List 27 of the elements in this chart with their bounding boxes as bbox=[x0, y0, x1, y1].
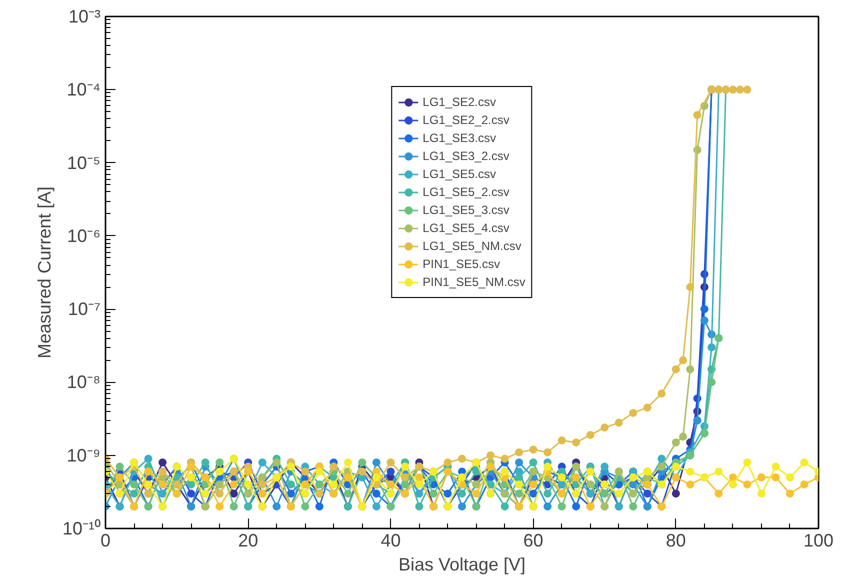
y-tick-label: 10⁻⁵ bbox=[67, 152, 100, 173]
x-tick-label: 20 bbox=[238, 530, 258, 550]
y-tick-label: 10⁻⁴ bbox=[66, 80, 101, 100]
y-tick-label: 10⁻¹⁰ bbox=[62, 518, 100, 538]
x-tick-label: 100 bbox=[803, 530, 834, 550]
legend-label: LG1_SE5_3.csv bbox=[422, 202, 510, 219]
y-tick-label: 10⁻⁸ bbox=[66, 372, 101, 392]
x-axis-title: Bias Voltage [V] bbox=[398, 554, 526, 574]
y-tick-label: 10⁻⁷ bbox=[68, 299, 101, 320]
legend-label: LG1_SE5_NM.csv bbox=[422, 238, 522, 255]
legend-label: PIN1_SE5.csv bbox=[422, 256, 500, 273]
legend-label: LG1_SE5_4.csv bbox=[422, 220, 510, 237]
y-tick-label: 10⁻⁹ bbox=[66, 445, 101, 466]
legend-label: PIN1_SE5_NM.csv bbox=[422, 274, 526, 291]
legend-label: LG1_SE2.csv bbox=[422, 94, 496, 111]
x-tick-label: 0 bbox=[100, 530, 111, 550]
x-tick-label: 60 bbox=[523, 530, 544, 550]
x-tick-label: 40 bbox=[380, 530, 401, 550]
y-tick-label: 10⁻⁶ bbox=[67, 226, 101, 246]
legend-label: LG1_SE3.csv bbox=[422, 130, 496, 147]
legend-label: LG1_SE2_2.csv bbox=[422, 112, 510, 129]
y-tick-label: 10⁻³ bbox=[68, 6, 101, 26]
legend-label: LG1_SE5_2.csv bbox=[422, 184, 510, 201]
legend-label: LG1_SE5.csv bbox=[422, 166, 496, 183]
y-axis-title: Measured Current [A] bbox=[34, 186, 54, 359]
legend-label: LG1_SE3_2.csv bbox=[422, 148, 510, 165]
x-tick-label: 80 bbox=[666, 530, 686, 550]
